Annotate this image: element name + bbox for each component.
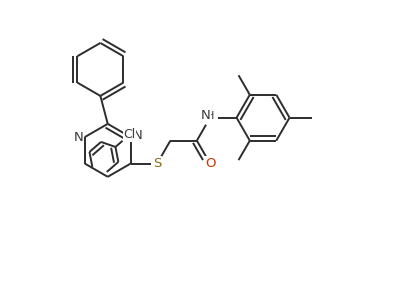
Text: Cl: Cl (123, 128, 135, 141)
Text: N: N (133, 129, 142, 142)
Text: N: N (201, 109, 210, 122)
Text: O: O (205, 157, 215, 170)
Text: H: H (206, 111, 214, 121)
Text: N: N (73, 131, 83, 144)
Text: S: S (153, 157, 161, 170)
